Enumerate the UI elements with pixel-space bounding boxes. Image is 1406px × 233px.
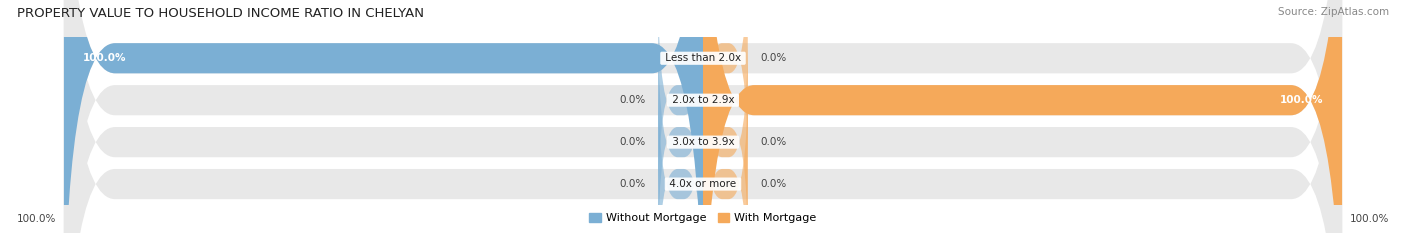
Text: 2.0x to 2.9x: 2.0x to 2.9x [669,95,737,105]
Text: 0.0%: 0.0% [619,95,645,105]
Text: 100.0%: 100.0% [17,214,56,224]
Text: 3.0x to 3.9x: 3.0x to 3.9x [669,137,737,147]
Text: 0.0%: 0.0% [619,137,645,147]
FancyBboxPatch shape [63,0,703,233]
FancyBboxPatch shape [63,0,1343,233]
FancyBboxPatch shape [703,73,748,233]
Text: 4.0x or more: 4.0x or more [666,179,740,189]
FancyBboxPatch shape [658,73,703,233]
Text: 0.0%: 0.0% [761,53,787,63]
Text: Less than 2.0x: Less than 2.0x [662,53,744,63]
FancyBboxPatch shape [658,31,703,233]
FancyBboxPatch shape [63,0,1343,233]
FancyBboxPatch shape [63,0,1343,233]
Text: 0.0%: 0.0% [761,137,787,147]
Legend: Without Mortgage, With Mortgage: Without Mortgage, With Mortgage [585,208,821,227]
Text: Source: ZipAtlas.com: Source: ZipAtlas.com [1278,7,1389,17]
FancyBboxPatch shape [703,0,748,169]
Text: 100.0%: 100.0% [83,53,127,63]
FancyBboxPatch shape [63,0,1343,233]
FancyBboxPatch shape [703,0,1343,233]
FancyBboxPatch shape [658,0,703,211]
FancyBboxPatch shape [703,31,748,233]
Text: 0.0%: 0.0% [761,179,787,189]
Text: 0.0%: 0.0% [619,179,645,189]
Text: 100.0%: 100.0% [1350,214,1389,224]
Text: 100.0%: 100.0% [1279,95,1323,105]
Text: PROPERTY VALUE TO HOUSEHOLD INCOME RATIO IN CHELYAN: PROPERTY VALUE TO HOUSEHOLD INCOME RATIO… [17,7,423,20]
